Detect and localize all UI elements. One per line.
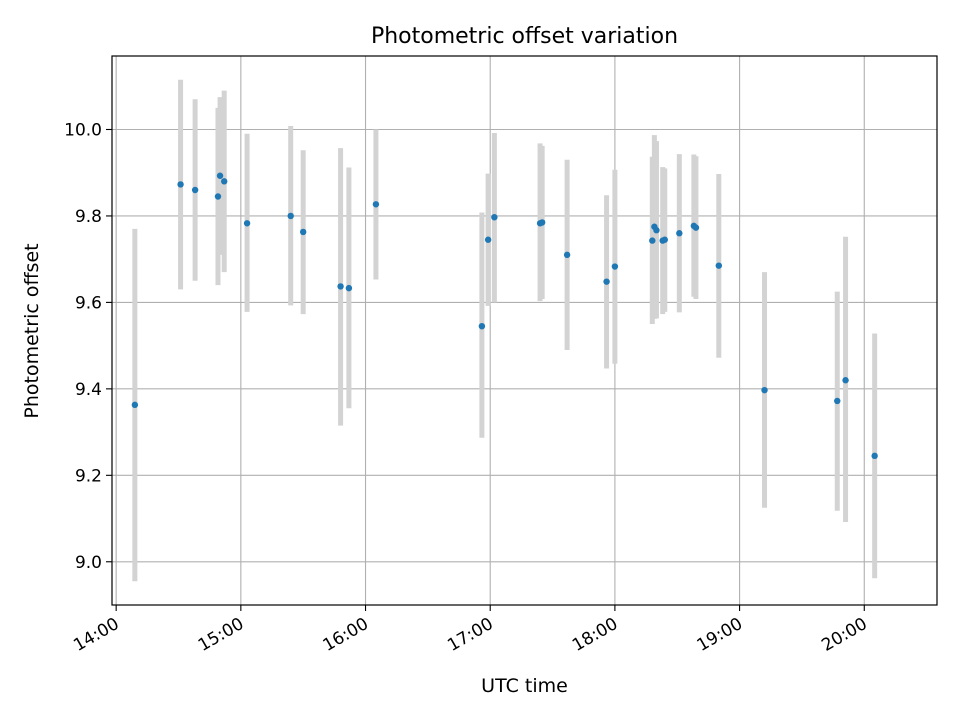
data-point <box>653 227 660 234</box>
data-point <box>216 172 224 179</box>
data-point <box>538 219 546 226</box>
data-point <box>345 284 353 292</box>
data-point <box>299 228 307 236</box>
data-point <box>221 178 228 185</box>
data-point <box>842 377 849 384</box>
data-point <box>603 278 610 285</box>
data-point <box>563 251 571 259</box>
data-point <box>871 452 878 460</box>
data-point <box>287 212 294 220</box>
data-point <box>761 386 768 394</box>
x-tick-label: 16:00 <box>320 614 372 656</box>
y-tick-label: 9.4 <box>75 380 102 400</box>
x-tick-label: 17:00 <box>444 614 496 656</box>
data-point <box>692 224 700 231</box>
data-point <box>191 186 199 194</box>
y-axis-label: Photometric offset <box>21 243 43 418</box>
x-tick-label: 19:00 <box>694 614 746 656</box>
y-tick-label: 9.0 <box>75 553 102 573</box>
data-point <box>715 262 723 269</box>
data-point <box>372 201 380 208</box>
x-axis-label: UTC time <box>481 675 568 697</box>
data-point <box>491 214 498 221</box>
y-tick-label: 9.2 <box>75 466 102 486</box>
plot-frame <box>111 55 938 606</box>
data-point <box>478 322 486 330</box>
error-bars <box>132 79 878 582</box>
y-tick-label: 10.0 <box>64 120 102 140</box>
y-axis-ticks: 9.0 9.2 9.4 9.6 9.8 10.0 <box>64 120 112 573</box>
data-point <box>834 397 841 405</box>
data-point <box>337 283 344 290</box>
data-point <box>484 236 492 243</box>
x-tick-label: 18:00 <box>569 614 621 656</box>
data-point <box>611 263 619 270</box>
data-point <box>243 220 251 227</box>
x-tick-label: 14:00 <box>70 614 122 656</box>
chart-title: Photometric offset variation <box>371 24 678 49</box>
x-tick-label: 15:00 <box>195 614 247 656</box>
data-point <box>661 236 668 243</box>
data-point <box>131 401 139 409</box>
data-point <box>177 181 184 188</box>
x-tick-label: 20:00 <box>818 614 870 656</box>
grid-lines <box>112 56 937 605</box>
data-points <box>131 172 878 460</box>
data-point <box>676 230 683 237</box>
data-point <box>214 193 222 200</box>
y-tick-label: 9.8 <box>75 207 102 227</box>
data-point <box>649 237 656 244</box>
x-axis-ticks: 14:00 15:00 16:00 17:00 18:00 19:00 20:00 <box>70 605 871 656</box>
y-tick-label: 9.6 <box>75 293 102 313</box>
